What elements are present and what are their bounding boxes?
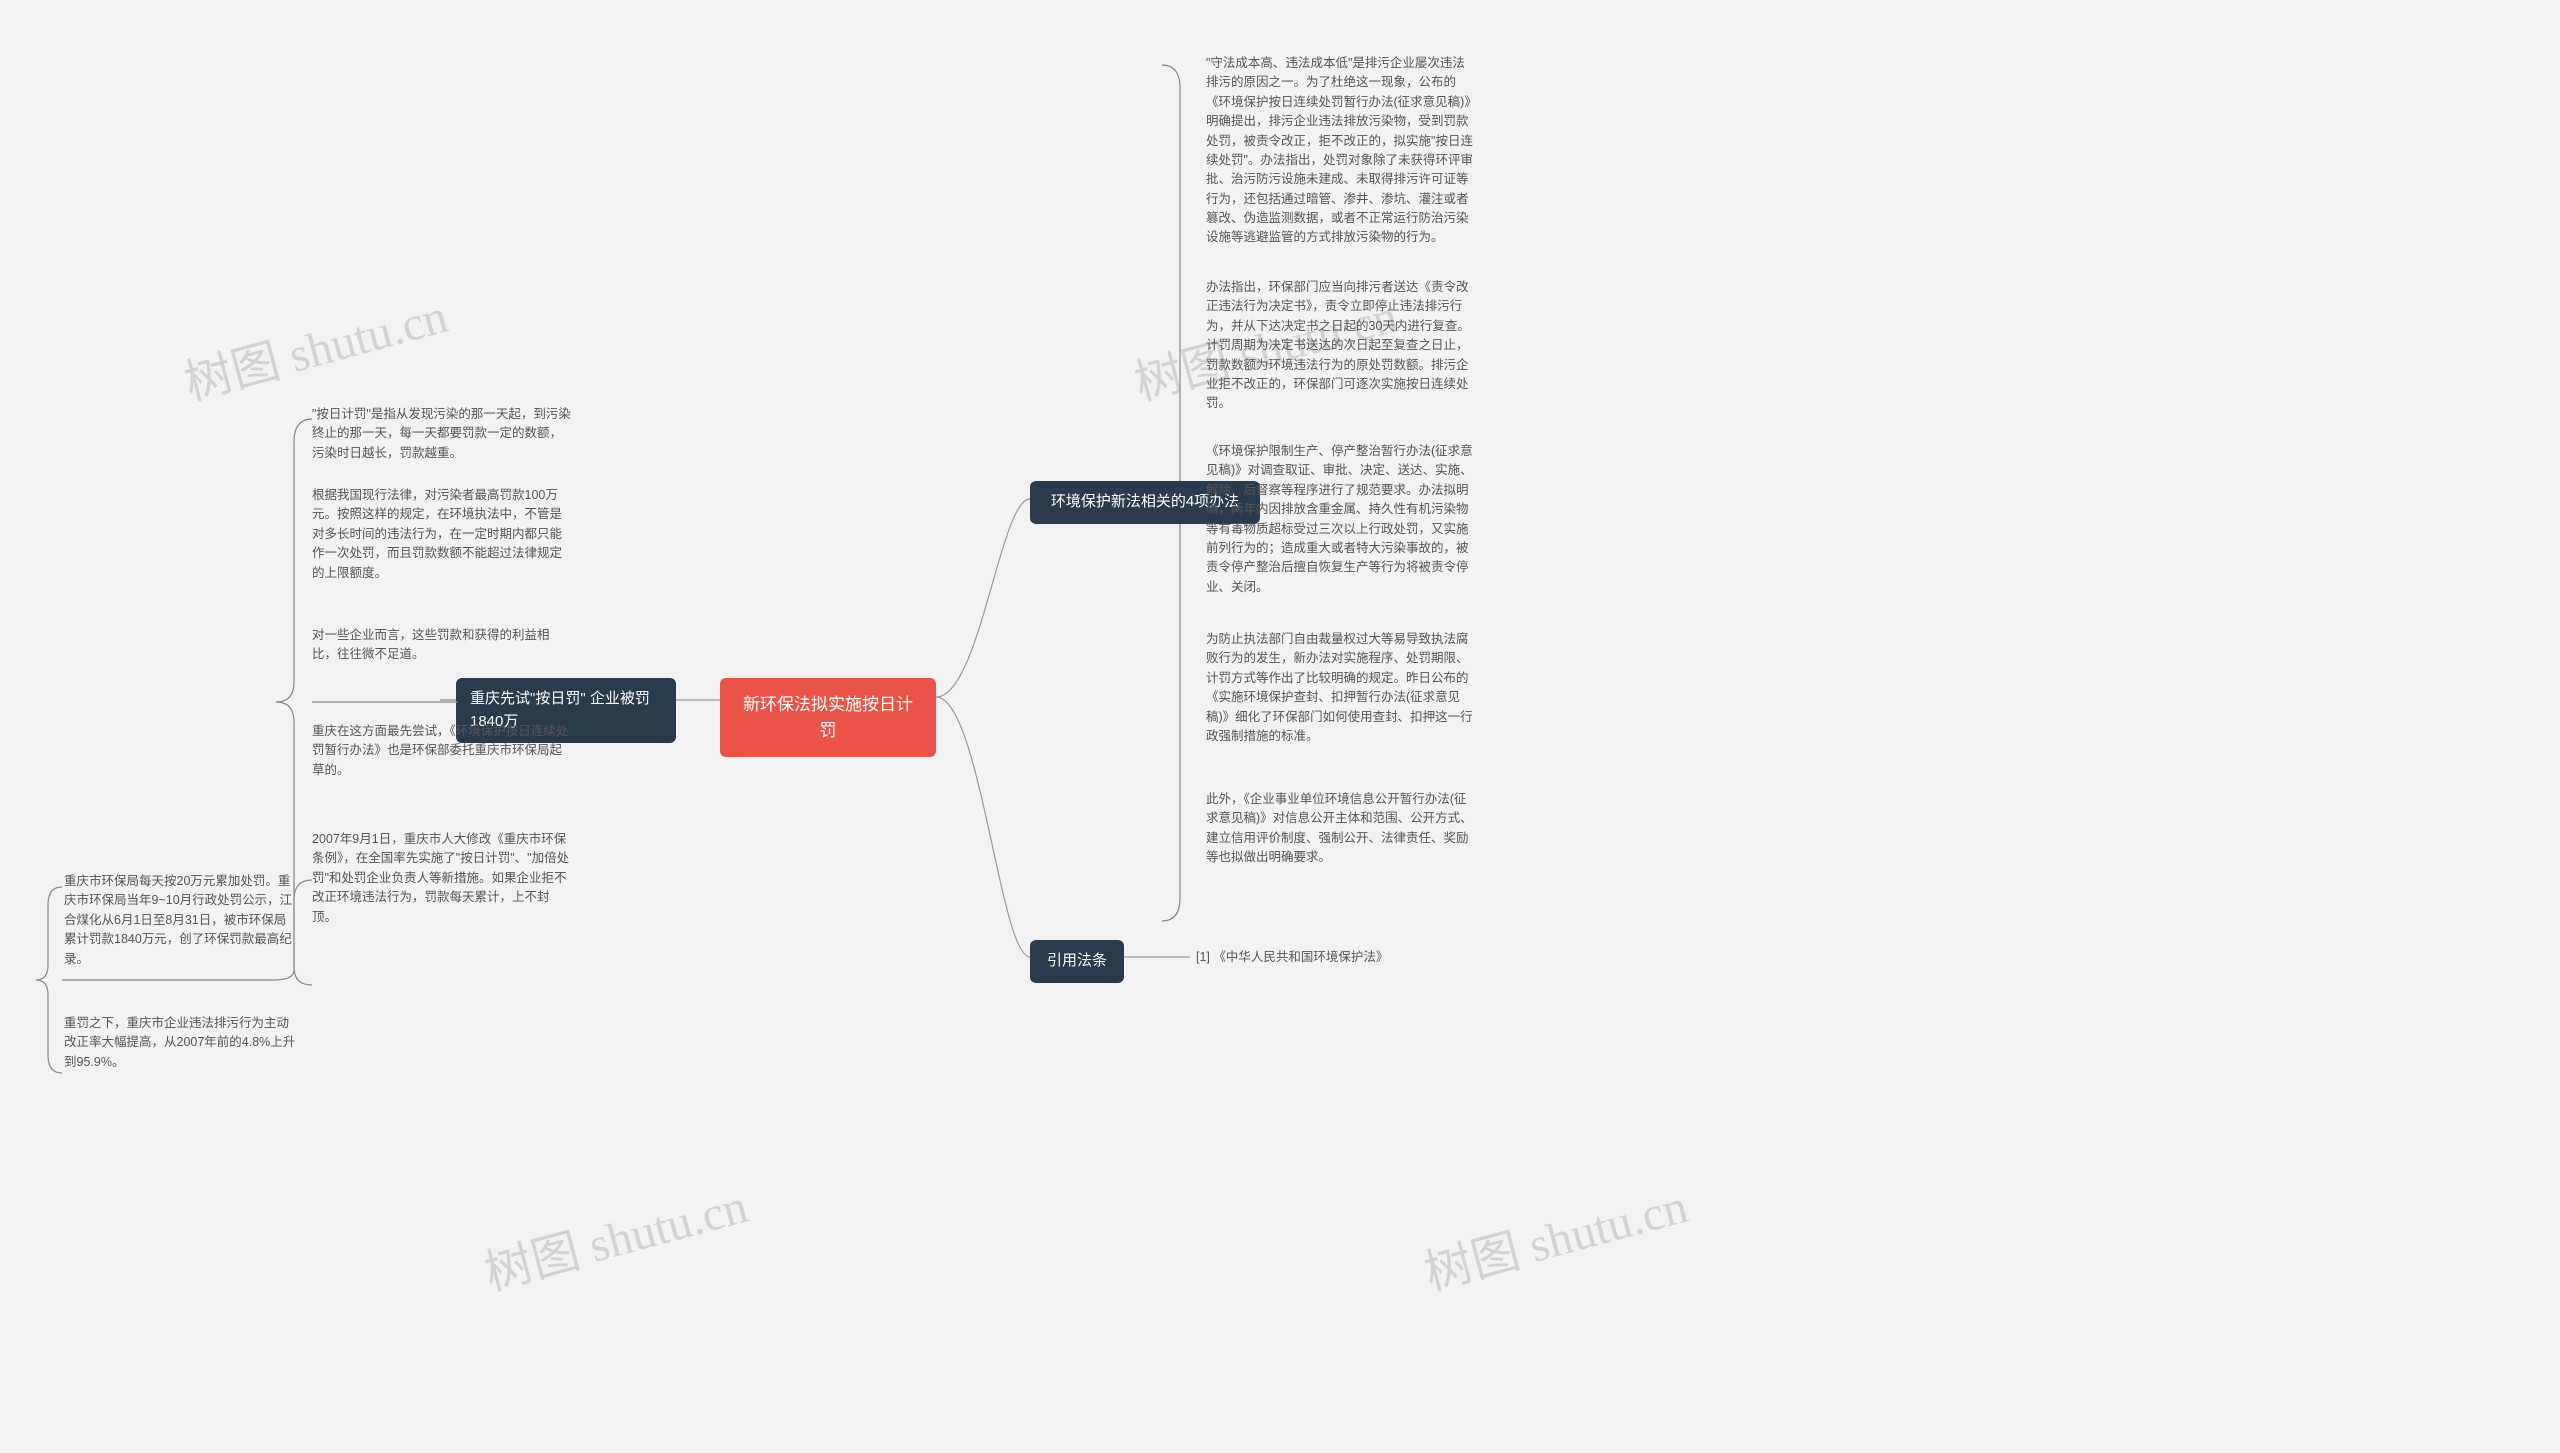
watermark: 树图 shutu.cn	[176, 276, 454, 413]
watermark: 树图 shutu.cn	[1416, 1166, 1694, 1303]
root-node: 新环保法拟实施按日计罚	[720, 678, 936, 757]
left-subleaf-0: 重庆市环保局每天按20万元累加处罚。重庆市环保局当年9~10月行政处罚公示，江合…	[64, 872, 298, 969]
left-sub-center-line	[62, 975, 312, 985]
left-sub-bracket	[34, 880, 64, 1080]
watermark: 树图 shutu.cn	[476, 1166, 754, 1303]
right-branch-b-node: 引用法条	[1030, 940, 1124, 983]
left-leaf-3: 重庆在这方面最先尝试，《环境保护按日连续处罚暂行办法》也是环保部委托重庆市环保局…	[312, 722, 572, 780]
left-subleaf-1: 重罚之下，重庆市企业违法排污行为主动改正率大幅提高，从2007年前的4.8%上升…	[64, 1014, 298, 1072]
right-leaf-a2: 《环境保护限制生产、停产整治暂行办法(征求意见稿)》对调查取证、审批、决定、送达…	[1206, 442, 1476, 597]
right-branch-b-leaf: [1] 《中华人民共和国环境保护法》	[1196, 948, 1456, 967]
right-leaf-a1: 办法指出，环保部门应当向排污者送达《责令改正违法行为决定书》，责令立即停止违法排…	[1206, 278, 1476, 414]
left-leaf-0: "按日计罚"是指从发现污染的那一天起，到污染终止的那一天，每一天都要罚款一定的数…	[312, 405, 572, 463]
right-leaf-a4: 此外，《企业事业单位环境信息公开暂行办法(征求意见稿)》对信息公开主体和范围、公…	[1206, 790, 1476, 868]
left-leaf-1: 根据我国现行法律，对污染者最高罚款100万元。按照这样的规定，在环境执法中，不管…	[312, 486, 572, 583]
left-leaf-4: 2007年9月1日，重庆市人大修改《重庆市环保条例》，在全国率先实施了"按日计罚…	[312, 830, 572, 927]
right-leaf-a3: 为防止执法部门自由裁量权过大等易导致执法腐败行为的发生，新办法对实施程序、处罚期…	[1206, 630, 1476, 746]
right-leaf-a0: "守法成本高、违法成本低"是排污企业屡次违法排污的原因之一。为了杜绝这一现象，公…	[1206, 54, 1476, 248]
left-branch-line	[312, 695, 458, 709]
left-leaf-2: 对一些企业而言，这些罚款和获得的利益相比，往往微不足道。	[312, 626, 572, 665]
